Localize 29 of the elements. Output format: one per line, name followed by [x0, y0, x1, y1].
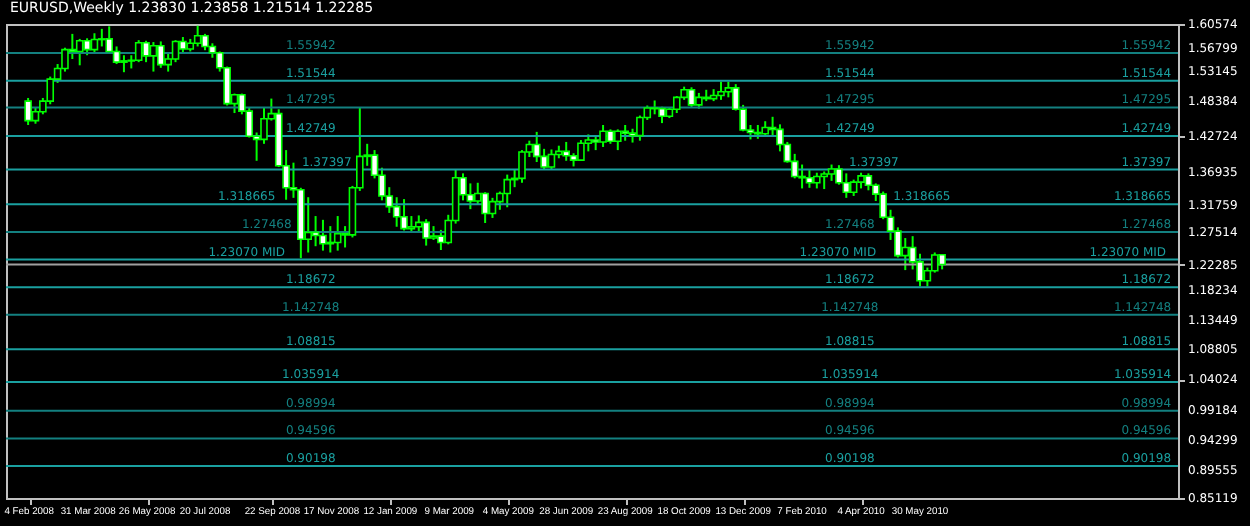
candlestick: [319, 218, 327, 252]
candlestick: [532, 130, 541, 164]
candlestick: [75, 37, 84, 67]
candlestick: [422, 218, 430, 247]
candlestick: [473, 181, 482, 206]
candlestick: [304, 196, 313, 254]
candlestick: [842, 172, 851, 199]
candlestick: [481, 191, 489, 224]
candlestick: [171, 39, 180, 64]
candlestick: [156, 40, 165, 69]
candlestick: [614, 128, 622, 152]
candlestick: [24, 96, 32, 126]
candlestick: [717, 80, 725, 101]
candlestick: [149, 41, 158, 73]
candlestick: [577, 139, 585, 162]
candlestick: [488, 196, 497, 219]
candlestick: [547, 148, 556, 170]
candlestick: [333, 215, 342, 252]
candlestick: [134, 39, 143, 64]
candlestick: [636, 114, 644, 142]
candlestick: [90, 32, 99, 54]
candlestick: [562, 140, 570, 162]
candlestick: [518, 149, 526, 184]
candlestick: [901, 237, 910, 272]
candlestick: [142, 39, 150, 64]
candlestick: [599, 123, 607, 148]
candlestick: [503, 173, 512, 209]
candlestick: [437, 228, 445, 251]
candlestick: [400, 198, 408, 232]
